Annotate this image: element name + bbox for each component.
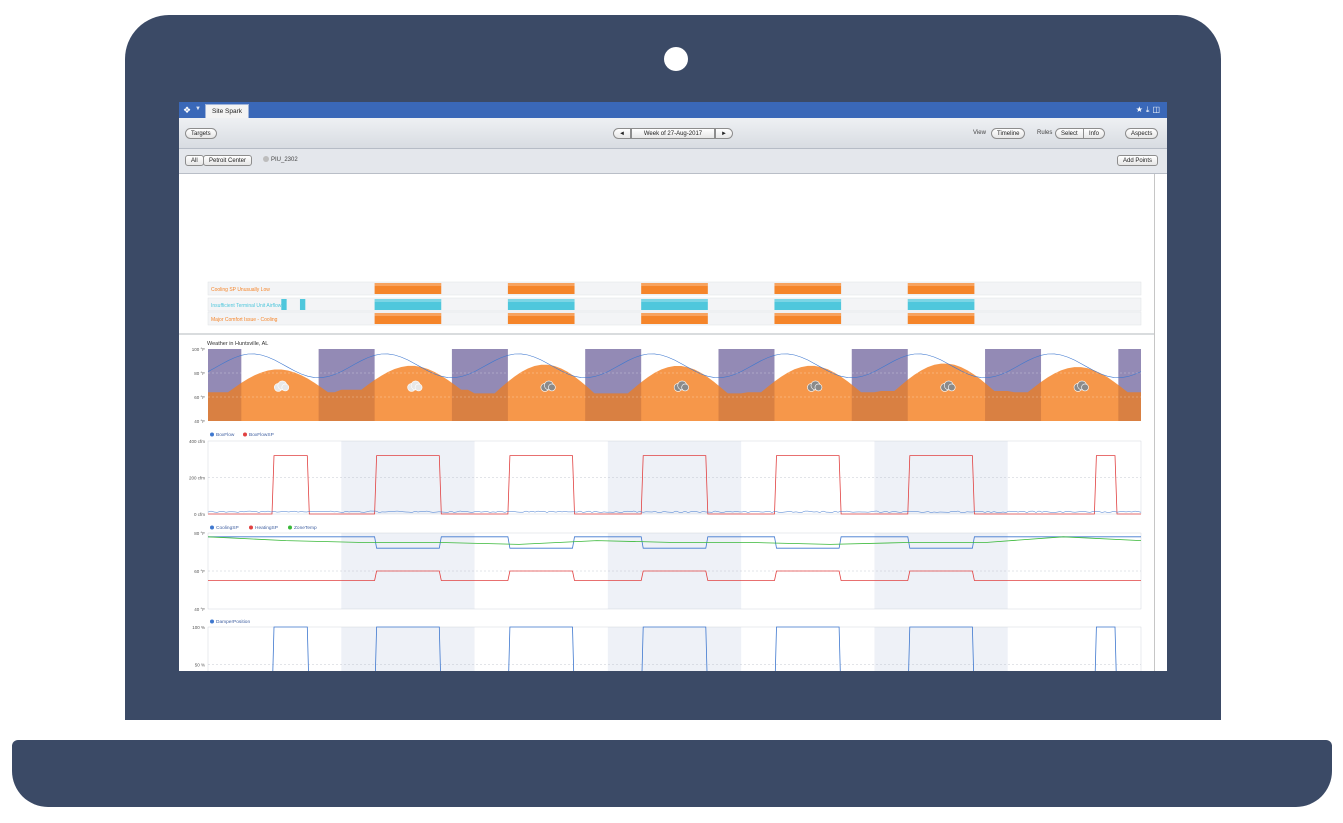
rule-label: Cooling SP Unusually Low: [211, 287, 270, 293]
equipment-icon: [263, 156, 269, 162]
rule-highlight: [908, 313, 975, 316]
legend-dot: [249, 526, 253, 530]
rule-highlight: [508, 299, 575, 302]
chevron-down-icon[interactable]: ▼: [195, 106, 201, 112]
timeline-button[interactable]: Timeline: [991, 128, 1025, 139]
temp-y-tick: 80 °F: [194, 531, 205, 536]
rule-highlight: [375, 313, 442, 316]
legend-label: BoxFlowSP: [249, 432, 274, 438]
temp-y-tick: 60 °F: [194, 569, 205, 574]
network-icon[interactable]: ❖: [183, 104, 191, 116]
rule-highlight: [375, 283, 442, 286]
rule-highlight: [641, 283, 708, 286]
boxflow-y-tick: 200 cfm: [189, 476, 205, 481]
laptop-base: [12, 740, 1332, 807]
rule-occurrence: [281, 299, 286, 310]
tab-site-spark[interactable]: Site Spark: [205, 104, 249, 118]
view-label: View: [973, 128, 986, 139]
night-overlay: [718, 349, 774, 421]
add-points-button[interactable]: Add Points: [1117, 155, 1158, 166]
night-overlay: [208, 349, 241, 421]
legend-label: ZoneTemp: [294, 525, 317, 531]
damper-y-tick: 50 %: [195, 663, 205, 668]
rule-label: Major Comfort Issue - Cooling: [211, 317, 278, 323]
rule-highlight: [908, 299, 975, 302]
boxflow-y-tick: 0 cfm: [194, 512, 205, 517]
rule-highlight: [641, 313, 708, 316]
equipment-label[interactable]: PIU_2302: [263, 155, 298, 166]
weather-y-tick: 60 °F: [194, 395, 205, 400]
panel-icon[interactable]: ◫: [1152, 105, 1163, 114]
petroit-center-button[interactable]: Petroit Center: [203, 155, 252, 166]
targets-button[interactable]: Targets: [185, 128, 217, 139]
camera-icon: [664, 47, 688, 71]
equipment-name: PIU_2302: [271, 157, 298, 163]
info-button[interactable]: Info: [1083, 128, 1105, 139]
rule-highlight: [908, 283, 975, 286]
night-overlay: [452, 349, 508, 421]
rule-label: Insufficient Terminal Unit Airflow: [211, 303, 282, 309]
legend-label: CoolingSP: [216, 525, 239, 531]
timeline-content: Cooling SP Unusually Low Insufficient Ter…: [179, 174, 1167, 671]
weather-title: Weather in Huntsville, AL: [207, 341, 268, 347]
legend-dot: [288, 526, 292, 530]
all-button[interactable]: All: [185, 155, 204, 166]
legend-dot: [210, 433, 214, 437]
legend-label: DamperPosition: [216, 619, 250, 625]
night-overlay: [985, 349, 1041, 421]
weather-y-tick: 40 °F: [194, 419, 205, 424]
app-screen: ❖ ▼ Site Spark ★⤓◫ Targets ◄ Week of 27-…: [179, 102, 1167, 671]
night-overlay: [319, 349, 375, 421]
temp-y-tick: 40 °F: [194, 607, 205, 612]
rule-highlight: [641, 299, 708, 302]
aspects-button[interactable]: Aspects: [1125, 128, 1158, 139]
target-bar: All Petroit Center PIU_2302 Add Points: [179, 149, 1167, 174]
rule-highlight: [508, 283, 575, 286]
scrollbar-track[interactable]: [1154, 174, 1155, 671]
timeline-chart: Cooling SP Unusually Low Insufficient Ter…: [179, 174, 1167, 671]
legend-dot: [210, 620, 214, 624]
night-overlay: [1118, 349, 1141, 421]
toolbar: Targets ◄ Week of 27-Aug-2017 ► View Tim…: [179, 118, 1167, 149]
rule-highlight: [375, 299, 442, 302]
title-bar: ❖ ▼ Site Spark ★⤓◫: [179, 102, 1167, 118]
legend-label: HeatingSP: [255, 525, 278, 531]
legend-dot: [210, 526, 214, 530]
legend-label: BoxFlow: [216, 432, 235, 438]
select-button[interactable]: Select: [1055, 128, 1084, 139]
legend-dot: [243, 433, 247, 437]
prev-week-button[interactable]: ◄: [613, 128, 631, 139]
rule-occurrence: [300, 299, 305, 310]
next-week-button[interactable]: ►: [715, 128, 733, 139]
weather-y-tick: 100 °F: [192, 347, 206, 352]
rule-highlight: [508, 313, 575, 316]
weather-y-tick: 80 °F: [194, 371, 205, 376]
night-overlay: [585, 349, 641, 421]
rule-highlight: [774, 299, 841, 302]
rule-highlight: [774, 283, 841, 286]
damper-y-tick: 100 %: [192, 625, 205, 630]
week-selector[interactable]: Week of 27-Aug-2017: [631, 128, 715, 139]
rules-label: Rules: [1037, 128, 1052, 139]
night-overlay: [852, 349, 908, 421]
boxflow-y-tick: 400 cfm: [189, 439, 205, 444]
star-icon[interactable]: ★: [1136, 105, 1146, 114]
rule-highlight: [774, 313, 841, 316]
